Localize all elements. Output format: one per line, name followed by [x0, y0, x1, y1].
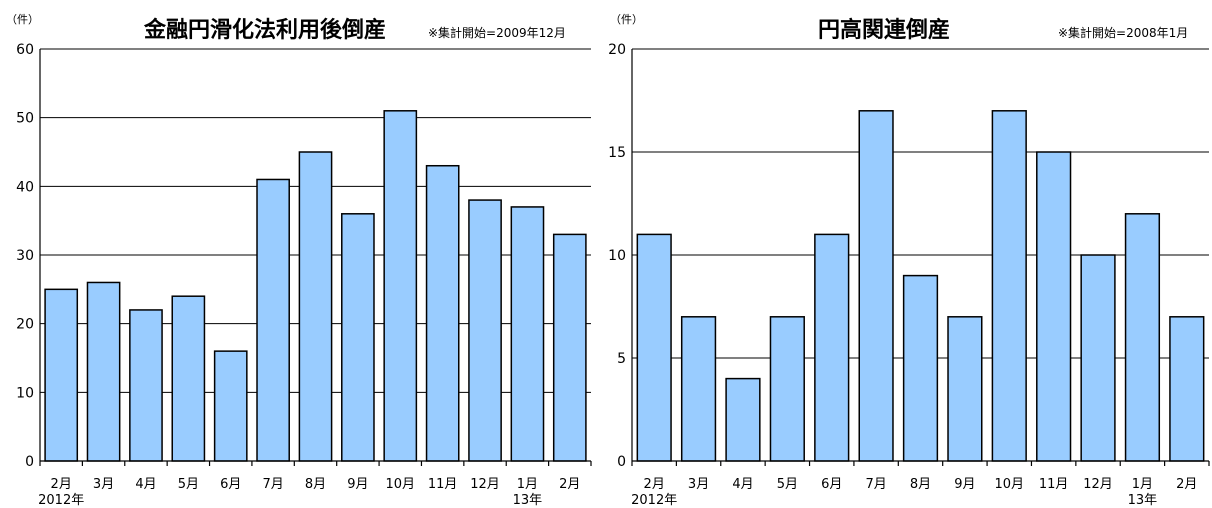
- chart-0-year-label: 2012年: [38, 493, 84, 508]
- chart-1-bar-1: [680, 316, 717, 462]
- chart-1-bar-4: [814, 233, 850, 462]
- chart-1-title: 円高関連倒産: [818, 17, 950, 43]
- chart-1-year-label: 2012年: [631, 493, 677, 508]
- chart-0-y-tick-label: 0: [25, 454, 34, 470]
- chart-0-x-tick-label: 11月: [428, 477, 458, 492]
- chart-1-y-tick-label: 10: [608, 248, 626, 264]
- chart-1-x-tick-label: 6月: [821, 477, 842, 492]
- chart-1-bar-12: [1169, 316, 1205, 462]
- chart-1-x-tick-label: 9月: [954, 477, 975, 492]
- chart-1-y-tick-label: 0: [617, 454, 626, 470]
- chart-1-x-tick-label: 12月: [1083, 477, 1113, 492]
- chart-0-bar-3: [171, 295, 206, 462]
- chart-0-bar-5: [256, 178, 290, 462]
- chart-0-x-tick-label: 2月: [51, 477, 72, 492]
- chart-1-y-tick-label: 15: [608, 145, 626, 161]
- chart-0-title: 金融円滑化法利用後倒産: [143, 17, 386, 43]
- chart-0-note: ※集計開始=2009年12月: [428, 25, 566, 40]
- chart-1-x-tick-label: 4月: [732, 477, 753, 492]
- chart-0-x-tick-label: 4月: [135, 477, 156, 492]
- chart-1-x-tick-label: 11月: [1039, 477, 1069, 492]
- chart-0-y-tick-label: 10: [16, 385, 34, 401]
- chart-1-x-tick-label: 5月: [777, 477, 798, 492]
- chart-1-x-tick-label: 8月: [910, 477, 931, 492]
- chart-1-bar-9: [1036, 151, 1072, 462]
- chart-1-bar-6: [902, 274, 939, 462]
- chart-0-bar-10: [468, 199, 502, 462]
- chart-0-x-tick-label: 6月: [220, 477, 241, 492]
- chart-0-bar-2: [129, 309, 163, 462]
- chart-1-bar-8: [991, 110, 1027, 462]
- chart-0-x-tick-label: 9月: [347, 477, 368, 492]
- chart-1-bar-11: [1124, 213, 1161, 462]
- chart-1-x-tick-label: 1月: [1132, 477, 1153, 492]
- chart-0-x-tick-label: 2月: [559, 477, 580, 492]
- chart-0-x-tick-label: 7月: [262, 477, 283, 492]
- chart-1-bar-2: [725, 377, 761, 462]
- chart-financial-smoothing-bankruptcies: （件） 金融円滑化法利用後倒産 ※集計開始=2009年12月 0 10 20 30 40…: [6, 13, 592, 508]
- chart-0-bar-1: [86, 281, 121, 462]
- chart-0-x-tick-label: 1月: [517, 477, 538, 492]
- chart-strong-yen-bankruptcies: （件） 円高関連倒産 ※集計開始=2008年1月 0 5 10 15 20 2月 3月 4月 5…: [608, 13, 1210, 508]
- chart-0-y-tick-label: 40: [16, 179, 34, 195]
- chart-1-year-label: 13年: [1128, 493, 1158, 508]
- chart-0-year-label: 13年: [513, 493, 543, 508]
- chart-0-bar-8: [383, 110, 418, 462]
- chart-1-x-tick-label: 2月: [1176, 477, 1197, 492]
- chart-1-y-tick-label: 20: [608, 42, 626, 58]
- chart-0-bar-12: [552, 233, 587, 462]
- chart-0-x-tick-label: 10月: [385, 477, 415, 492]
- chart-0-bar-4: [213, 350, 248, 462]
- chart-0-bar-7: [341, 213, 375, 462]
- chart-0-unit-label: （件）: [6, 13, 39, 26]
- chart-0-x-tick-label: 12月: [470, 477, 500, 492]
- chart-1-bar-3: [769, 316, 805, 462]
- chart-1-unit-label: （件）: [610, 13, 643, 26]
- chart-0-bar-9: [425, 164, 460, 462]
- chart-1-x-tick-label: 2月: [644, 477, 665, 492]
- chart-1-x-tick-label: 7月: [865, 477, 886, 492]
- chart-1-bar-10: [1080, 254, 1116, 462]
- chart-1-note: ※集計開始=2008年1月: [1058, 25, 1188, 40]
- chart-1-x-tick-label: 3月: [688, 477, 709, 492]
- chart-0-x-tick-label: 8月: [305, 477, 326, 492]
- chart-0-x-tick-label: 5月: [178, 477, 199, 492]
- chart-1-x-tick-label: 10月: [994, 477, 1024, 492]
- chart-1-y-tick-label: 5: [617, 351, 626, 367]
- chart-0-y-tick-label: 20: [16, 317, 34, 333]
- chart-1-bar-0: [636, 233, 672, 462]
- chart-1-bar-7: [947, 316, 983, 462]
- chart-0-bar-11: [510, 206, 545, 462]
- chart-0-bar-6: [298, 151, 333, 462]
- chart-1-bar-5: [858, 110, 894, 462]
- chart-0-bar-0: [44, 288, 79, 462]
- chart-0-y-tick-label: 50: [16, 111, 34, 127]
- chart-0-y-tick-label: 30: [16, 248, 34, 264]
- chart-0-x-tick-label: 3月: [93, 477, 114, 492]
- chart-0-y-tick-label: 60: [16, 42, 34, 58]
